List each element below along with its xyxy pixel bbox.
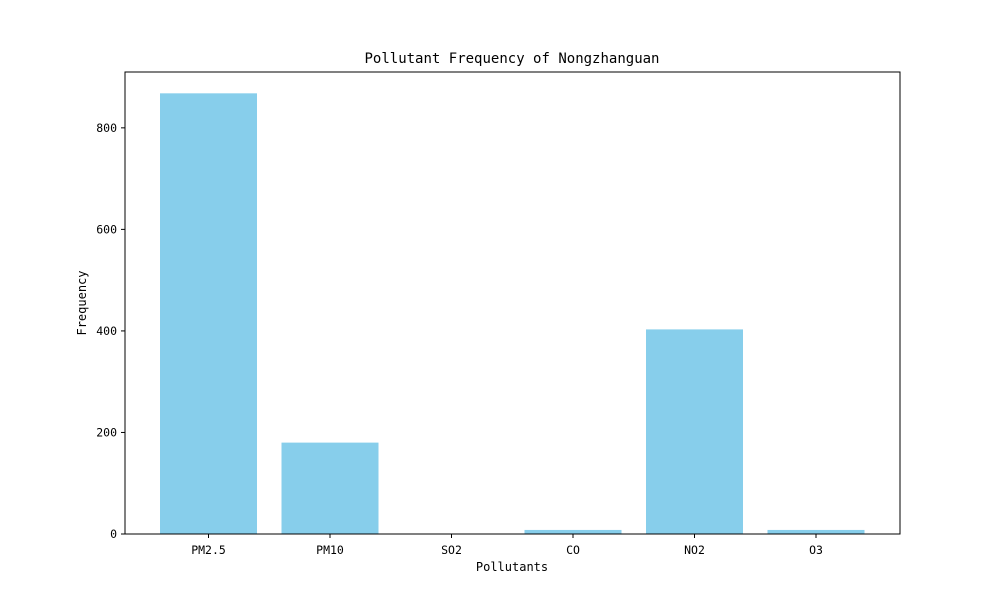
y-tick-label: 800 — [96, 121, 117, 135]
x-axis-label: Pollutants — [476, 560, 548, 574]
x-axis-ticks: PM2.5 PM10 SO2 CO NO2 O3 — [191, 534, 823, 557]
y-axis-ticks: 0 200 400 600 800 — [96, 121, 125, 541]
y-tick-label: 0 — [110, 527, 117, 541]
plot-frame — [124, 71, 901, 535]
x-tick-label: O3 — [809, 543, 823, 557]
bars-group — [160, 93, 865, 535]
bar-no2 — [646, 329, 743, 534]
y-axis-label: Frequency — [75, 270, 89, 335]
x-tick-label: PM2.5 — [191, 543, 226, 557]
bar-co — [524, 529, 622, 534]
bar-pm25 — [160, 93, 257, 535]
chart-title: Pollutant Frequency of Nongzhanguan — [364, 51, 659, 67]
y-tick-label: 200 — [96, 425, 117, 439]
x-tick-label: CO — [566, 543, 580, 557]
bar-pm10 — [281, 442, 379, 534]
x-tick-label: NO2 — [684, 543, 705, 557]
y-tick-label: 600 — [96, 222, 117, 236]
y-tick-label: 400 — [96, 324, 117, 338]
x-tick-label: PM10 — [316, 543, 344, 557]
bar-o3 — [767, 529, 865, 534]
x-tick-label: SO2 — [441, 543, 462, 557]
